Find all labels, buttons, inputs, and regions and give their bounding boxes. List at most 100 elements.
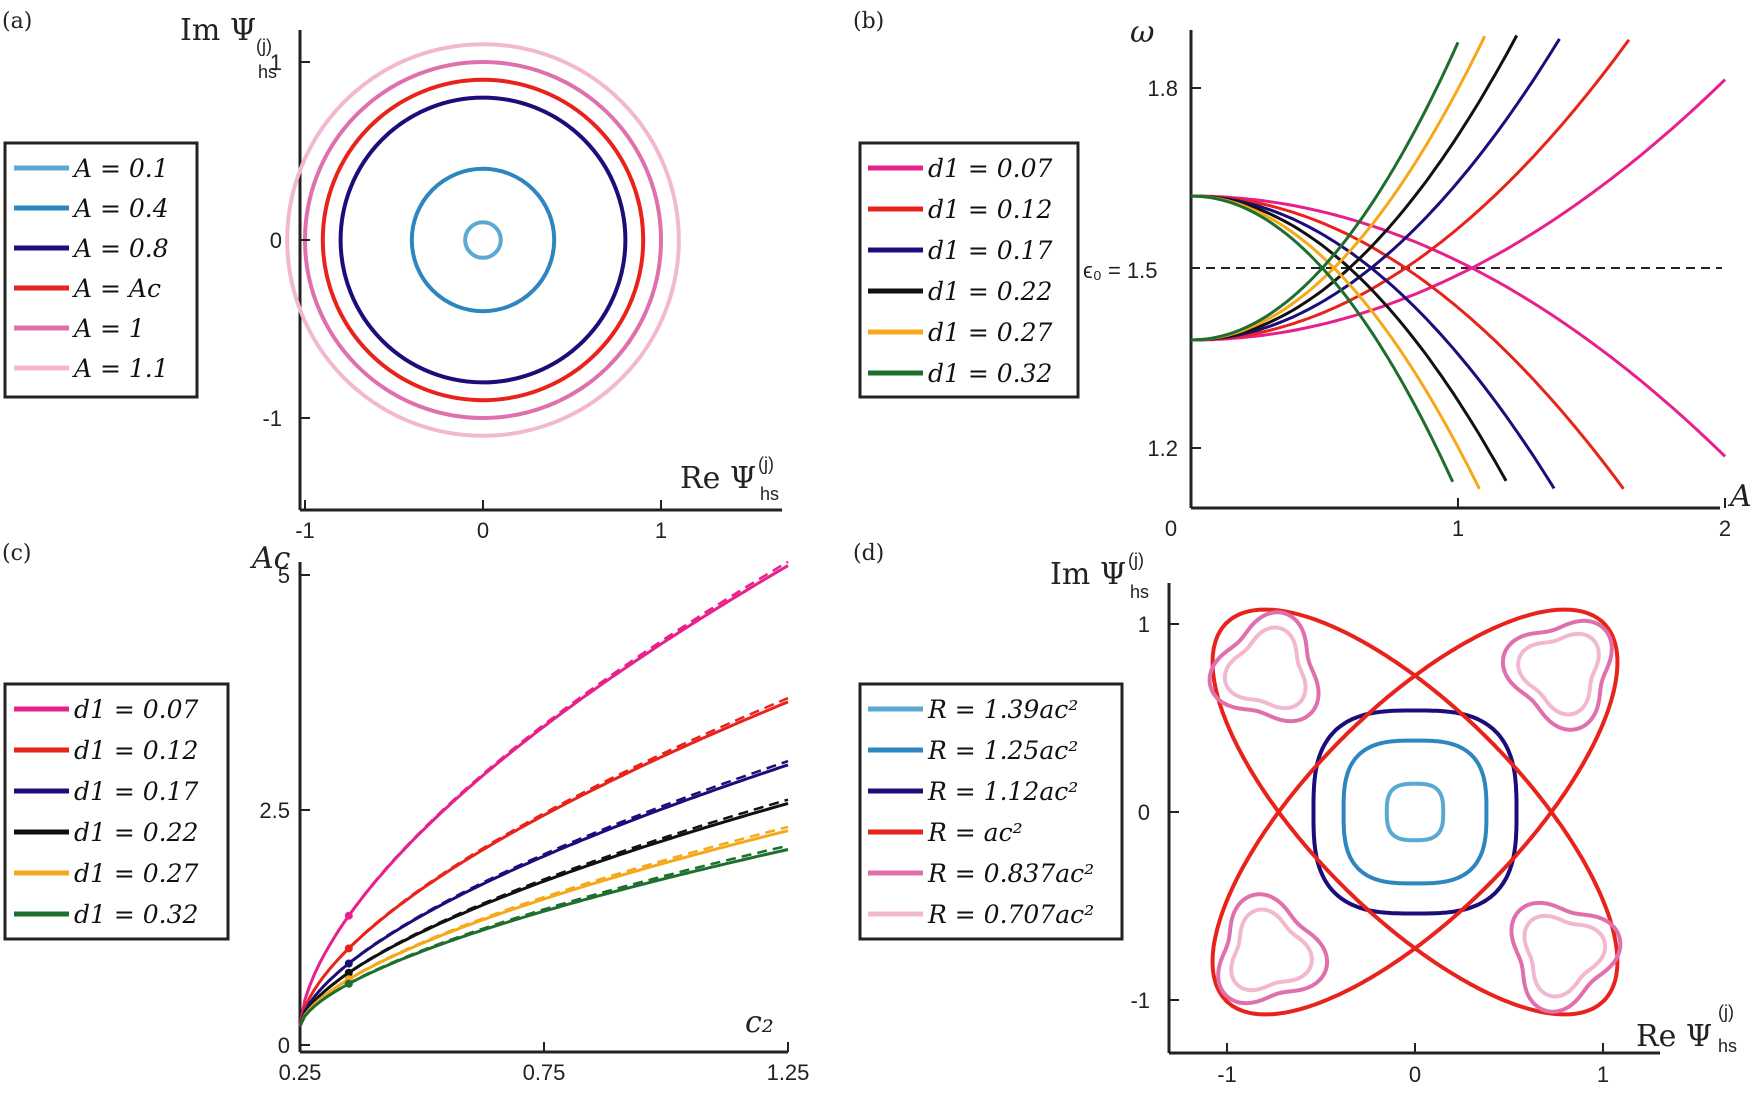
d-xlabel-sub: hs (1718, 1036, 1737, 1056)
omega-lower-branch (1190, 38, 1561, 342)
y-tick-label: 0 (270, 228, 282, 253)
ac-curve (298, 848, 789, 1027)
y-tick-label: 0 (1138, 800, 1150, 825)
ring-A-1 (303, 60, 663, 420)
x-tick-label: 0.75 (523, 1060, 566, 1085)
legend-label: d1 = 0.12 (74, 736, 198, 765)
ac-curve (298, 700, 789, 1027)
ac-marker (344, 959, 353, 968)
ac-marker (344, 911, 353, 920)
legend-label: A = 0.1 (72, 154, 169, 183)
y-tick-label: 5 (278, 563, 290, 588)
a-xlabel-sup: (j) (758, 454, 774, 474)
ring-A-0-1 (463, 220, 503, 260)
legend-b (858, 141, 1080, 399)
legend-label: d1 = 0.17 (74, 777, 199, 806)
panel-label-c: (c) (2, 541, 32, 566)
legend-label: A = 0.8 (72, 234, 169, 263)
x-tick-label: 0 (1409, 1062, 1421, 1087)
ring-A-0-8 (338, 95, 628, 385)
x-tick-label: 1 (1597, 1062, 1609, 1087)
lobe-curve (1207, 610, 1321, 724)
ring-A-Ac (320, 77, 646, 403)
legend-d (858, 682, 1124, 941)
legend-label: d1 = 0.12 (928, 195, 1052, 224)
y-tick-label: 1 (270, 50, 282, 75)
legend-label: d1 = 0.32 (928, 359, 1052, 388)
ac-curve (298, 829, 789, 1027)
x-tick-label: -1 (1217, 1062, 1237, 1087)
lobe-curve (1222, 625, 1308, 711)
legend-a (3, 141, 199, 399)
y-tick-label: -1 (1130, 988, 1150, 1013)
ac-curve (298, 763, 789, 1027)
d-xlabel-sup: (j) (1718, 1002, 1734, 1022)
b-epsilon-label: ϵ₀ = 1.5 (1083, 258, 1158, 283)
y-tick-label: -1 (262, 406, 282, 431)
legend-label: d1 = 0.32 (74, 900, 198, 929)
legend-label: d1 = 0.07 (928, 154, 1053, 183)
a-xlabel-sub: hs (760, 484, 779, 504)
x-tick-label: 0 (477, 518, 489, 543)
legend-label: d1 = 0.27 (928, 318, 1053, 347)
d-ylabel-sub: hs (1130, 582, 1149, 602)
center-loop (1384, 781, 1446, 843)
ac-approx-curve (298, 825, 789, 1027)
legend-label: A = 1 (72, 314, 145, 343)
panel-c: 0.25 0.75 1.25 0 2.5 5 Ac c₂ d1 = 0.07 d1 = 0.… (3, 541, 810, 1085)
lobe-curve (1516, 631, 1601, 717)
omega-lower-branch (1191, 78, 1727, 342)
ac-marker (344, 979, 353, 988)
legend-label: d1 = 0.27 (74, 859, 199, 888)
ac-marker (344, 944, 353, 953)
a-ylabel-sub: hs (258, 62, 277, 82)
x-tick-label: 1 (1452, 516, 1464, 541)
legend-label: A = Ac (72, 274, 161, 303)
b-xlabel: A (1727, 479, 1752, 514)
a-ylabel: Im Ψ (180, 13, 256, 48)
legend-label: R = 1.12ac² (927, 777, 1078, 806)
ring-A-1-1 (285, 42, 681, 438)
legend-label: A = 0.4 (72, 194, 169, 223)
y-tick-label: 1.8 (1147, 76, 1178, 101)
legend-label: R = 0.707ac² (927, 900, 1094, 929)
legend-label: d1 = 0.22 (74, 818, 198, 847)
panel-label-a: (a) (2, 9, 32, 34)
legend-label: R = 1.25ac² (927, 736, 1078, 765)
lobe-curve (1509, 900, 1623, 1014)
center-loop (1341, 738, 1489, 886)
y-tick-label: 2.5 (259, 798, 290, 823)
x-tick-label: 1 (655, 518, 667, 543)
separatrix-curve (1210, 607, 1620, 1017)
y-tick-label: 1.2 (1147, 436, 1178, 461)
panel-a: -1 -1 0 0 1 1 Im Ψ (j) hs Re Ψ (j) hs A = 0.1… (3, 13, 782, 543)
x-tick-label: 2 (1719, 516, 1731, 541)
legend-label: R = 1.39ac² (927, 695, 1078, 724)
separatrix-curve (1210, 607, 1620, 1017)
panel-b: 0 1 2 1.2 1.8 ω A ϵ₀ = 1.5 d1 = 0.07 d1 = 0.1… (858, 15, 1752, 541)
legend-label: d1 = 0.07 (74, 695, 199, 724)
ac-approx-curve (298, 560, 789, 1027)
lobe-curve (1229, 907, 1314, 993)
legend-label: d1 = 0.22 (928, 277, 1052, 306)
ac-approx-curve (298, 844, 789, 1027)
c-xlabel: c₂ (745, 1005, 774, 1040)
ac-marker (344, 968, 353, 977)
omega-upper-branch (1191, 194, 1625, 490)
center-loop (1311, 708, 1519, 916)
ring-A-0-4 (409, 166, 557, 314)
c-ylabel: Ac (249, 541, 291, 576)
a-xlabel: Re Ψ (680, 461, 756, 496)
legend-label: R = ac² (927, 818, 1023, 847)
lobe-curve (1216, 892, 1330, 1006)
b-ylabel: ω (1130, 15, 1154, 50)
x-tick-label: 1.25 (767, 1060, 810, 1085)
y-tick-label: 0 (278, 1033, 290, 1058)
a-ylabel-sup: (j) (256, 36, 272, 56)
y-tick-label: 1 (1138, 612, 1150, 637)
omega-lower-branch (1190, 34, 1519, 342)
x-tick-label: 0 (1165, 516, 1177, 541)
legend-label: A = 1.1 (72, 354, 169, 383)
legend-c (3, 682, 230, 941)
